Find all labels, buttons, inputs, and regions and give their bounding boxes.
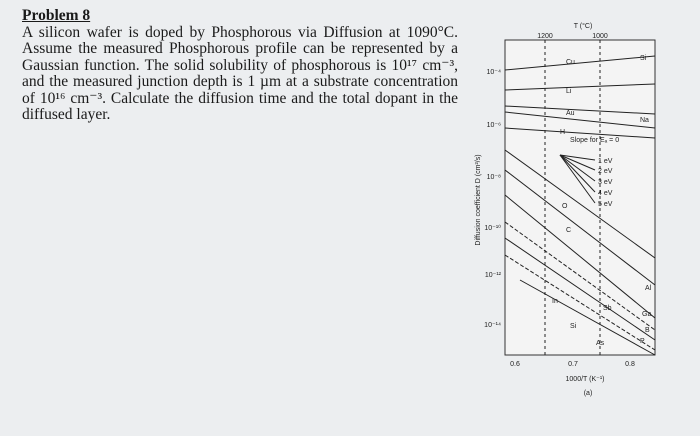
- element-label: Sb: [603, 305, 612, 312]
- slope-line: [559, 154, 596, 161]
- slope-line: [559, 154, 596, 171]
- element-label: B: [645, 327, 650, 334]
- curve: [504, 221, 656, 331]
- slope-label: 4 eV: [598, 190, 613, 197]
- top-tick-label: 1000: [592, 33, 608, 40]
- element-label: Si: [570, 323, 577, 330]
- element-label: P: [640, 338, 645, 345]
- element-label: In: [552, 298, 558, 305]
- slope-line: [559, 154, 596, 204]
- y-tick-label: 10⁻⁸: [487, 174, 501, 181]
- y-axis-label: Diffusion coefficient D (cm²/s): [475, 154, 482, 245]
- slope-title: Slope for Eₐ = 0: [570, 137, 619, 144]
- element-label: Au: [566, 110, 575, 117]
- element-label: As: [596, 340, 605, 347]
- slope-line: [559, 154, 596, 182]
- slope-label: 3 eV: [598, 179, 613, 186]
- y-tick-label: 10⁻¹⁰: [484, 224, 501, 232]
- slope-line: [559, 154, 596, 193]
- element-label: Al: [645, 285, 652, 292]
- top-axis-title: T (°C): [574, 22, 593, 30]
- element-label: H: [560, 129, 565, 136]
- element-label: O: [562, 203, 568, 210]
- x-tick-label: 0.7: [568, 361, 578, 368]
- y-tick-label: 10⁻¹⁴: [484, 322, 501, 329]
- slope-label: 2 eV: [598, 168, 613, 175]
- slope-label: 1 eV: [598, 158, 613, 165]
- element-label: Cu: [566, 59, 575, 66]
- curve: [504, 169, 656, 286]
- element-label: Ga: [642, 311, 651, 318]
- caption: (a): [584, 390, 593, 397]
- problem-body: A silicon wafer is doped by Phosphorous …: [22, 23, 458, 123]
- slope-label: 5 eV: [598, 201, 613, 208]
- curve: [504, 111, 656, 129]
- curve: [504, 237, 656, 341]
- problem-title: Problem 8: [22, 7, 91, 24]
- x-tick-label: 0.6: [510, 361, 520, 368]
- curve: [504, 194, 656, 319]
- element-label: Si: [640, 55, 647, 62]
- curve: [504, 55, 656, 71]
- element-label: Li: [566, 88, 572, 95]
- x-axis-label: 1000/T (K⁻¹): [566, 376, 605, 383]
- y-tick-label: 10⁻⁴: [487, 69, 502, 76]
- curve: [504, 127, 656, 139]
- plot-frame: [504, 39, 656, 356]
- curve: [519, 279, 656, 356]
- curve: [504, 149, 656, 259]
- curve: [504, 105, 656, 115]
- element-label: Na: [640, 117, 649, 124]
- x-tick-label: 0.8: [625, 361, 635, 368]
- element-label: C: [566, 227, 571, 234]
- problem: Problem 8 A silicon wafer is doped by Ph…: [22, 7, 458, 124]
- top-tick-label: 1200: [537, 33, 553, 40]
- y-tick-label: 10⁻⁶: [487, 122, 501, 129]
- y-tick-label: 10⁻¹²: [485, 272, 502, 279]
- curve: [504, 83, 656, 91]
- curve: [504, 254, 656, 351]
